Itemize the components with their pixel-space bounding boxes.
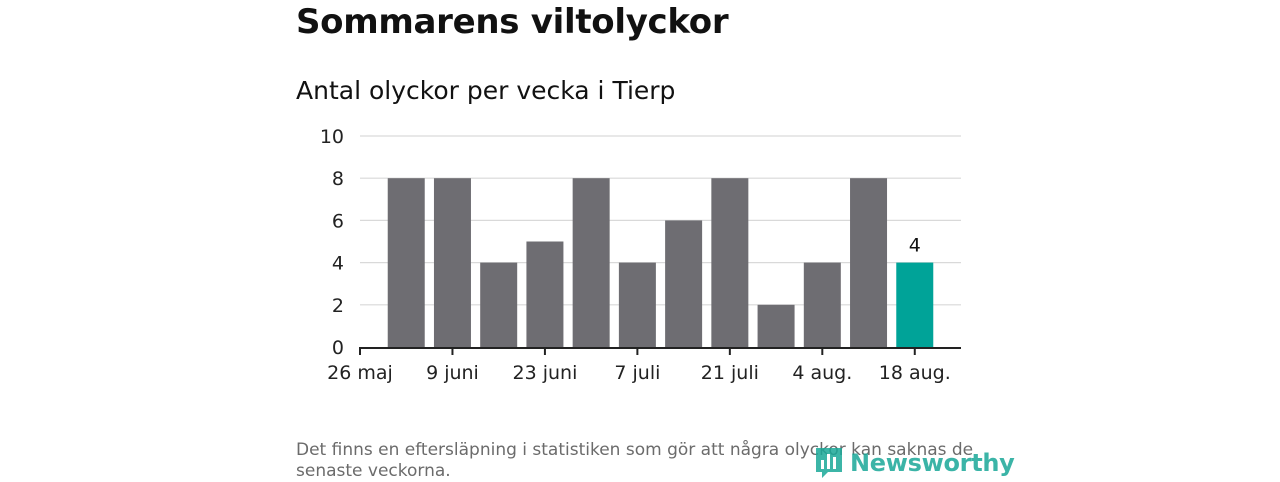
bar (850, 178, 888, 347)
y-tick-label: 6 (332, 210, 344, 232)
data-label: 4 (909, 235, 921, 257)
bar (618, 262, 656, 347)
footnote: Det finns en eftersläpning i statistiken… (296, 440, 974, 481)
y-tick-label: 2 (332, 295, 344, 317)
bar (480, 262, 518, 347)
bar (433, 178, 471, 347)
x-tick-label: 26 maj (327, 362, 393, 384)
x-tick-label: 7 juli (614, 362, 660, 384)
y-tick-label: 8 (332, 168, 344, 190)
x-tick-label: 18 aug. (879, 362, 951, 384)
newsworthy-logo: Newsworthy (814, 446, 1015, 480)
bar-highlight (896, 262, 934, 347)
data-labels: 4 (909, 235, 921, 257)
chart-bars-icon (816, 448, 842, 478)
logo-text: Newsworthy (850, 449, 1015, 477)
bar (387, 178, 425, 347)
chart-title: Sommarens viltolyckor (296, 2, 729, 42)
x-tick-label: 4 aug. (792, 362, 852, 384)
bar (572, 178, 610, 347)
x-tick-label: 21 juli (701, 362, 759, 384)
x-tick-label: 9 juni (426, 362, 479, 384)
y-tick-label: 0 (332, 337, 344, 359)
bars (387, 178, 934, 347)
y-tick-label: 4 (332, 253, 344, 275)
x-tick-label: 23 juni (512, 362, 577, 384)
y-tick-label: 10 (320, 126, 344, 148)
bar (711, 178, 749, 347)
bar (526, 241, 564, 347)
bar (757, 304, 795, 347)
y-axis-ticks: 0 2 4 6 8 10 (320, 126, 344, 359)
x-axis-ticks: 26 maj 9 juni 23 juni 7 juli 21 juli 4 aug. 18… (327, 348, 951, 384)
chart-subtitle: Antal olyckor per vecka i Tierp (296, 76, 676, 105)
bar-chart: 0 2 4 6 8 10 4 26 maj 9 juni 23 juni 7 juli 21 ju… (320, 126, 961, 384)
bar (803, 262, 841, 347)
bar (665, 220, 703, 347)
